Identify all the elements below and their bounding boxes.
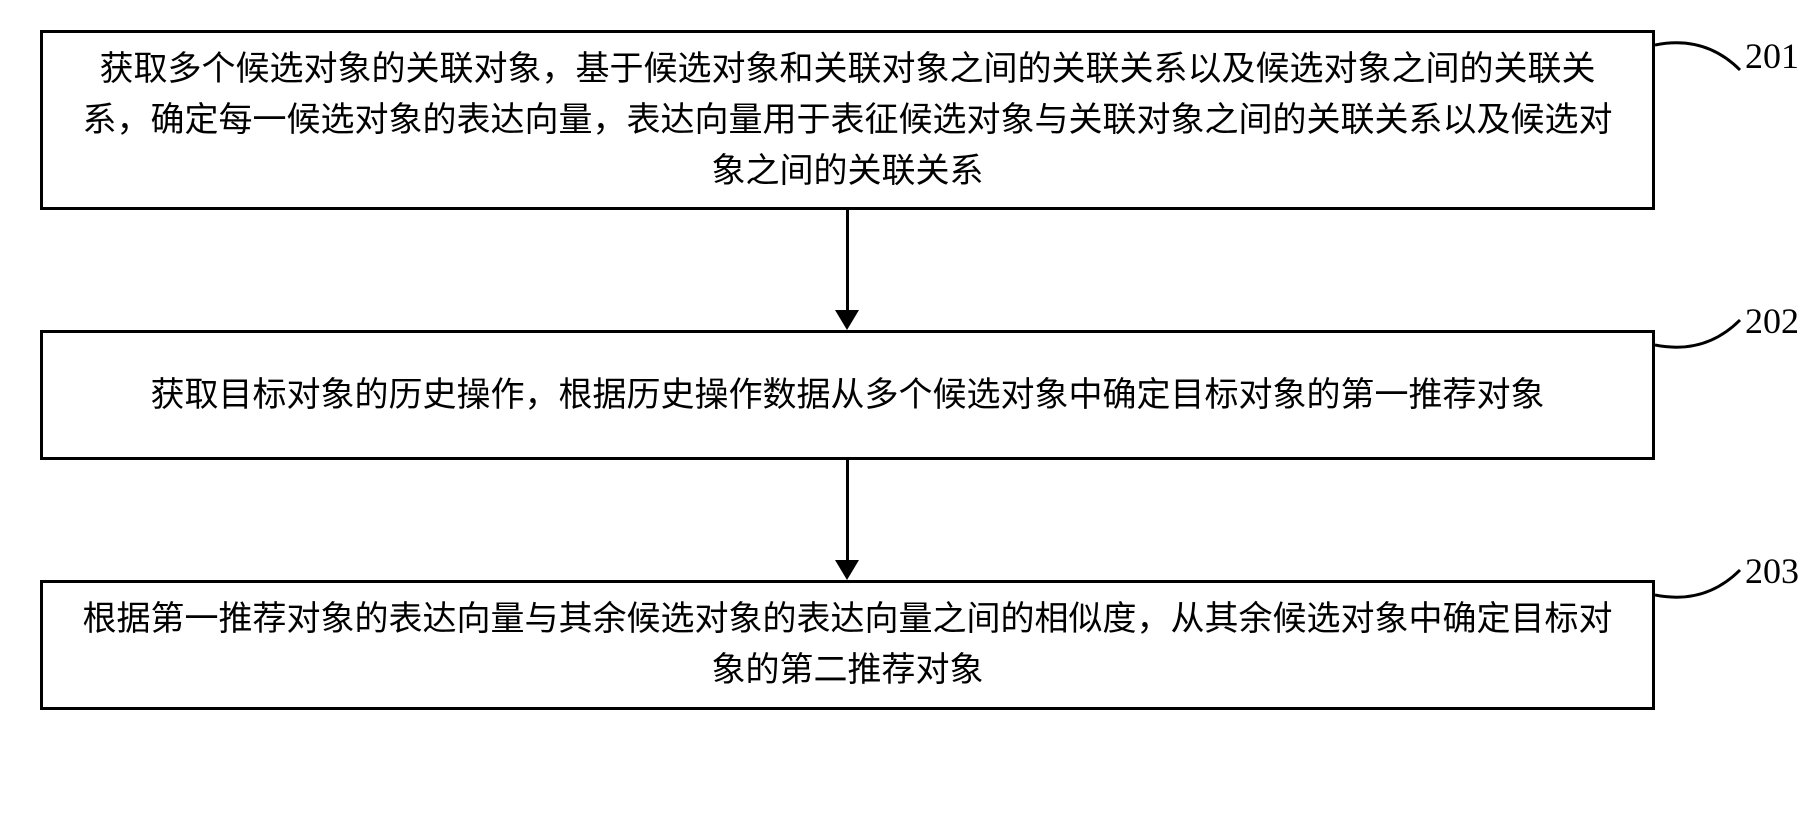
label-connector-3 [1655,550,1755,610]
box-1-text: 获取多个候选对象的关联对象，基于候选对象和关联对象之间的关联关系以及候选对象之间… [73,44,1622,197]
box-1-label: 201 [1745,35,1799,77]
box-3-label: 203 [1745,550,1799,592]
box-3-text: 根据第一推荐对象的表达向量与其余候选对象的表达向量之间的相似度，从其余候选对象中… [73,594,1622,696]
arrow-2-line [846,460,849,560]
box-2-text: 获取目标对象的历史操作，根据历史操作数据从多个候选对象中确定目标对象的第一推荐对… [151,370,1545,421]
flowchart-box-3: 根据第一推荐对象的表达向量与其余候选对象的表达向量之间的相似度，从其余候选对象中… [40,580,1655,710]
flowchart-box-1: 获取多个候选对象的关联对象，基于候选对象和关联对象之间的关联关系以及候选对象之间… [40,30,1655,210]
arrow-2-head [835,560,859,580]
label-connector-1 [1655,30,1755,90]
box-2-label: 202 [1745,300,1799,342]
label-connector-2 [1655,300,1755,360]
flowchart-box-2: 获取目标对象的历史操作，根据历史操作数据从多个候选对象中确定目标对象的第一推荐对… [40,330,1655,460]
flowchart-container: 获取多个候选对象的关联对象，基于候选对象和关联对象之间的关联关系以及候选对象之间… [0,0,1815,819]
arrow-1-head [835,310,859,330]
arrow-1-line [846,210,849,310]
